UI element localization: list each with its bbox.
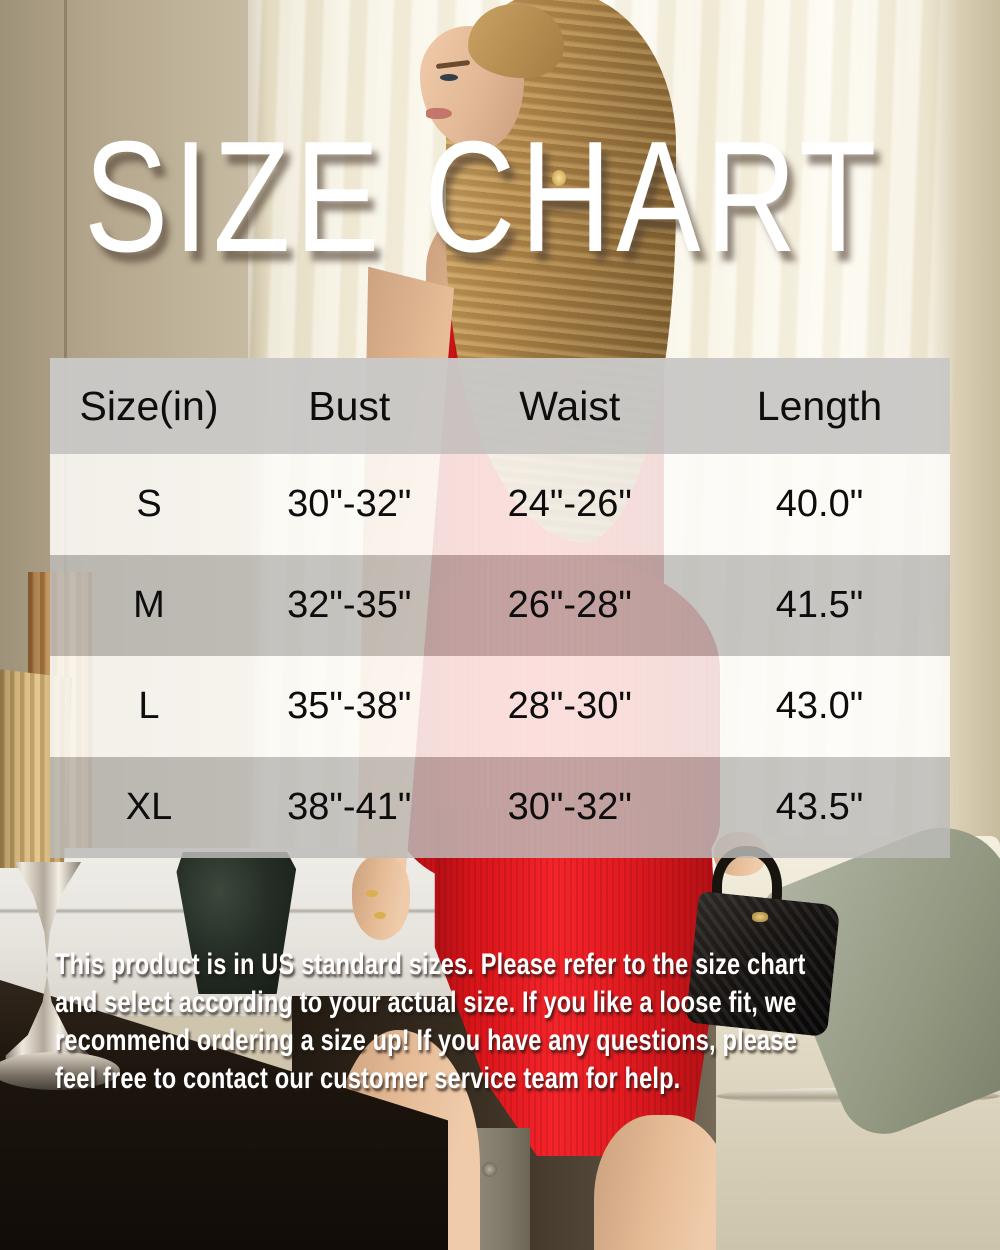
column-header-bust: Bust <box>308 382 391 429</box>
table-row-xl: XL 38"-41" 30"-32" 43.5" <box>50 757 950 858</box>
handbag-clasp <box>752 912 768 922</box>
cell-length: 41.5" <box>775 584 864 626</box>
gold-ring <box>366 890 378 897</box>
table-row-m: M 32"-35" 26"-28" 41.5" <box>50 555 950 656</box>
cell-size: S <box>136 483 162 525</box>
sizing-note: This product is in US standard sizes. Pl… <box>55 948 806 1095</box>
frame-screw <box>482 1162 497 1177</box>
gold-ring <box>374 912 386 919</box>
cell-size: M <box>133 584 165 626</box>
wall-seam <box>64 0 67 620</box>
model-leg-right <box>594 1115 734 1250</box>
size-table: Size(in) Bust Waist Length S 30"-32" 24"… <box>50 358 950 858</box>
table-row-l: L 35"-38" 28"-30" 43.0" <box>50 656 950 757</box>
table-header-row: Size(in) Bust Waist Length <box>50 358 950 454</box>
cell-size: XL <box>125 786 173 828</box>
table-lamp-base <box>0 1052 120 1090</box>
column-header-waist: Waist <box>519 382 621 429</box>
cell-length: 43.0" <box>775 685 864 727</box>
page-title: SIZE CHART <box>84 109 882 285</box>
cell-bust: 30"-32" <box>287 483 412 525</box>
cell-size: L <box>138 685 160 727</box>
model-hand <box>352 856 410 940</box>
model-lips <box>426 108 452 119</box>
cell-bust: 35"-38" <box>287 685 412 727</box>
cell-length: 43.5" <box>775 786 864 828</box>
dark-vase <box>176 852 297 994</box>
column-header-size: Size(in) <box>79 382 219 429</box>
table-row-s: S 30"-32" 24"-26" 40.0" <box>50 454 950 555</box>
column-header-length: Length <box>756 382 883 429</box>
cell-waist: 28"-30" <box>507 685 632 727</box>
cell-waist: 30"-32" <box>507 786 632 828</box>
cell-bust: 32"-35" <box>287 584 412 626</box>
cell-bust: 38"-41" <box>287 786 412 828</box>
cell-length: 40.0" <box>775 483 864 525</box>
cell-waist: 24"-26" <box>507 483 632 525</box>
gold-earring <box>552 170 566 186</box>
hair-fringe <box>468 4 564 78</box>
cell-waist: 26"-28" <box>507 584 632 626</box>
model-eye <box>440 74 458 81</box>
